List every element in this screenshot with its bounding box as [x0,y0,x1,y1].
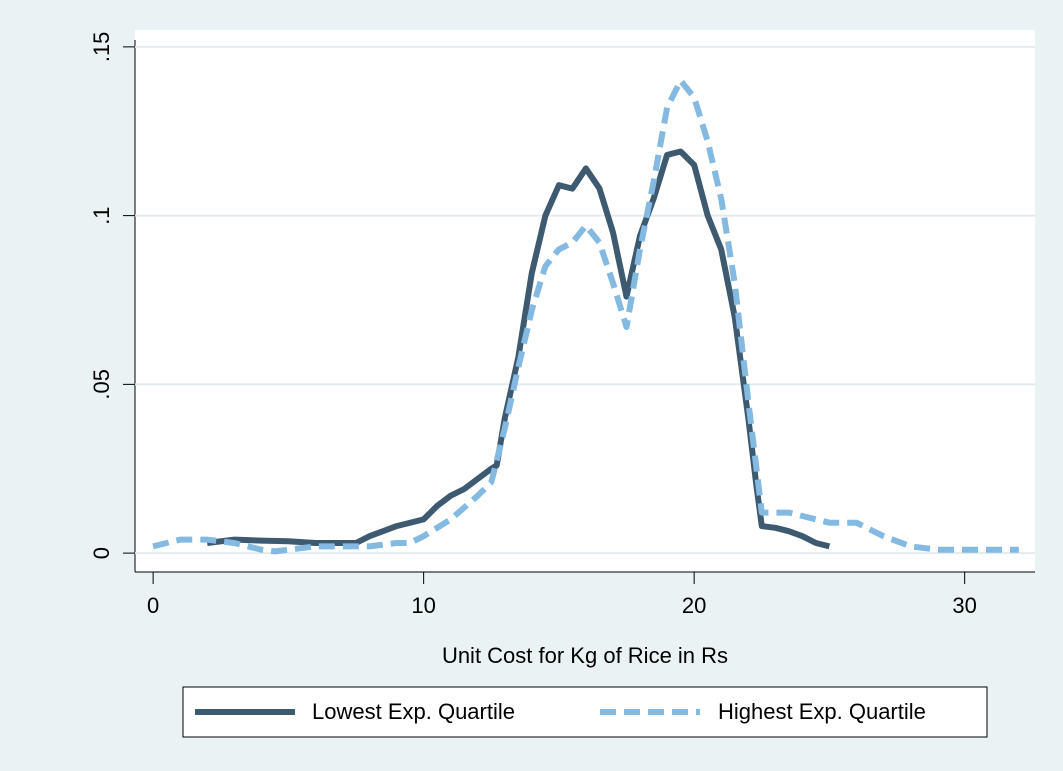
y-tick-label: .05 [89,369,114,400]
series-line [152,77,1019,555]
series-line [206,148,831,550]
plot-area [135,30,1035,572]
x-tick-label: 0 [147,593,159,618]
y-tick-label: .1 [89,206,114,224]
x-axis-label: Unit Cost for Kg of Rice in Rs [442,643,728,668]
legend [182,686,988,738]
y-tick-label: 0 [89,547,114,559]
legend-label: Highest Exp. Quartile [718,699,926,724]
legend-label: Lowest Exp. Quartile [312,699,515,724]
x-tick-label: 20 [682,593,706,618]
x-tick-label: 10 [411,593,435,618]
y-tick-label: .15 [89,32,114,63]
x-tick-label: 30 [952,593,976,618]
